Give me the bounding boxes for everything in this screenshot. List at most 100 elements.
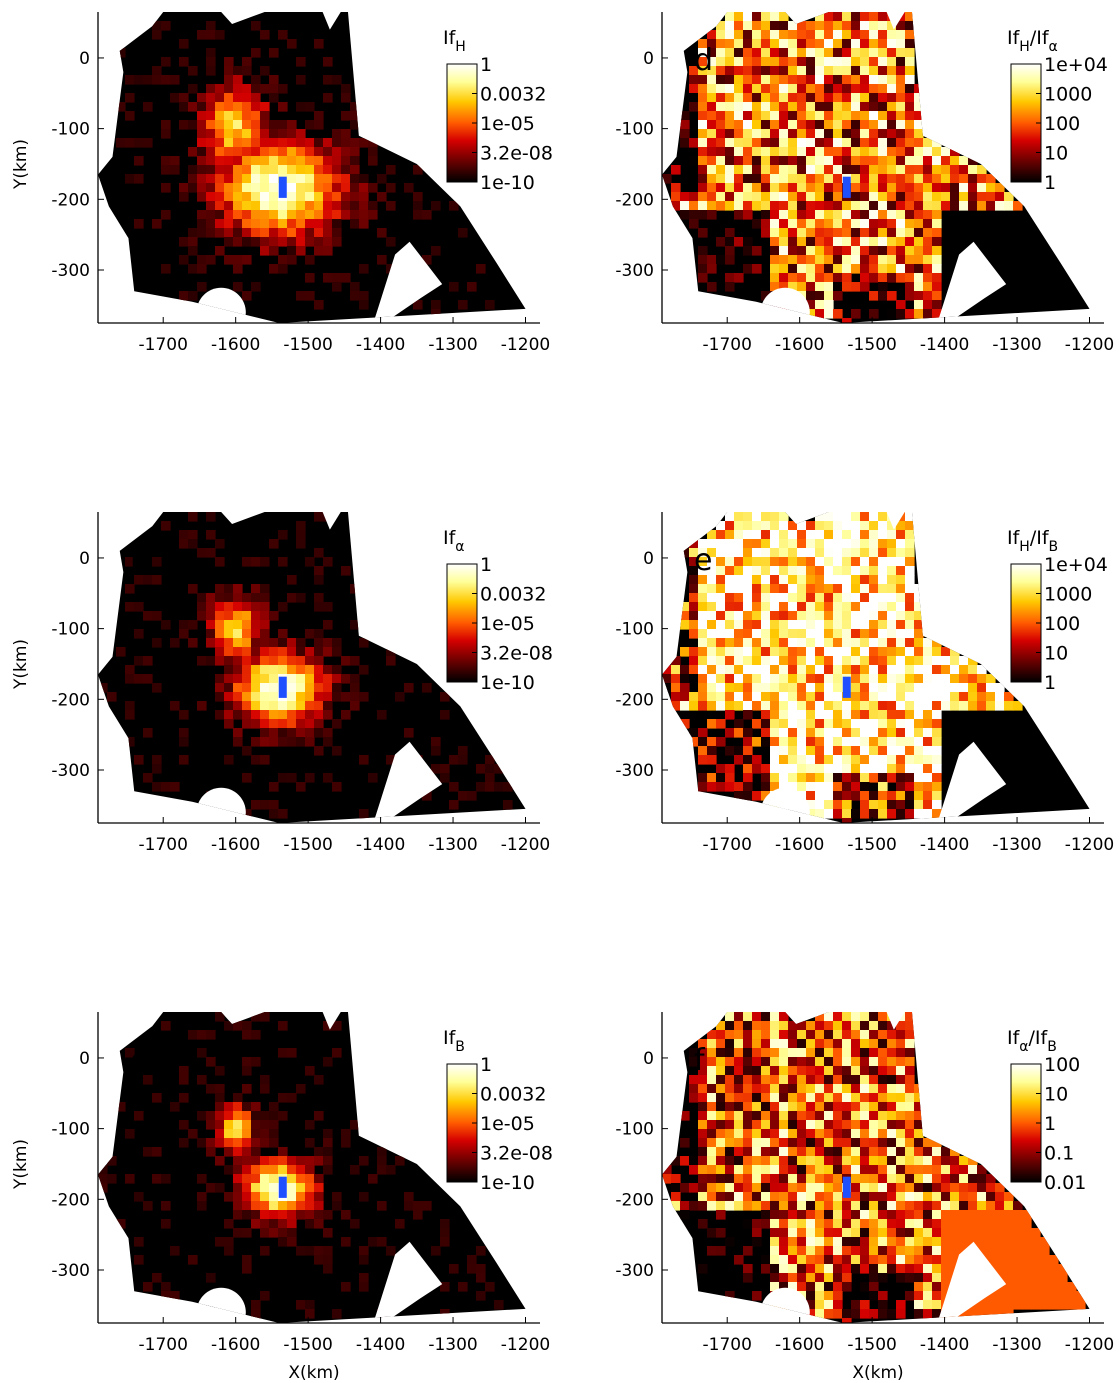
heatmap-cell <box>932 710 942 720</box>
heatmap-cell <box>305 192 315 202</box>
heatmap-cell <box>941 1165 951 1175</box>
heatmap-cell <box>761 629 771 639</box>
heatmap-cell <box>404 1192 414 1202</box>
heatmap-cell <box>860 120 870 130</box>
heatmap-cell <box>752 1165 762 1175</box>
heatmap-cell <box>806 1048 816 1058</box>
heatmap-cell <box>932 782 942 792</box>
heatmap-cell <box>851 521 861 531</box>
heatmap-cell <box>914 656 924 666</box>
heatmap-cell <box>833 1147 843 1157</box>
heatmap-cell <box>833 1021 843 1031</box>
heatmap-cell <box>851 656 861 666</box>
heatmap-cell <box>815 1138 825 1148</box>
heatmap-cell <box>1013 1219 1023 1229</box>
heatmap-cell <box>143 575 153 585</box>
heatmap-cell <box>197 264 207 274</box>
heatmap-cell <box>224 1147 234 1157</box>
heatmap-cell <box>941 647 951 657</box>
heatmap-cell <box>170 156 180 166</box>
heatmap-cell <box>287 1219 297 1229</box>
heatmap-cell <box>779 1012 789 1022</box>
heatmap-cell <box>296 782 306 792</box>
heatmap-cell <box>752 1030 762 1040</box>
heatmap-cell <box>869 255 879 265</box>
heatmap-cell <box>707 129 717 139</box>
heatmap-cell <box>941 1201 951 1211</box>
heatmap-cell <box>716 521 726 531</box>
heatmap-cell <box>932 1246 942 1256</box>
heatmap-cell <box>1004 1246 1014 1256</box>
heatmap-cell <box>224 1138 234 1148</box>
heatmap-cell <box>179 93 189 103</box>
heatmap-cell <box>260 165 270 175</box>
heatmap-cell <box>851 48 861 58</box>
heatmap-cell <box>824 291 834 301</box>
heatmap-cell <box>860 165 870 175</box>
heatmap-cell <box>941 1291 951 1301</box>
heatmap-cell <box>716 129 726 139</box>
heatmap-cell <box>698 1219 708 1229</box>
heatmap-cell <box>752 593 762 603</box>
heatmap-cell <box>923 1300 933 1310</box>
heatmap-cell <box>788 219 798 229</box>
heatmap-cell <box>251 48 261 58</box>
heatmap-cell <box>698 57 708 67</box>
heatmap-cell <box>698 1201 708 1211</box>
heatmap-cell <box>215 174 225 184</box>
heatmap-cell <box>761 593 771 603</box>
colorbar-tick-label: 1e+04 <box>1044 554 1108 576</box>
heatmap-cell <box>797 710 807 720</box>
heatmap-cell <box>1058 1273 1068 1283</box>
heatmap-cell <box>752 93 762 103</box>
heatmap-cell <box>224 593 234 603</box>
heatmap-cell <box>761 683 771 693</box>
heatmap-cell <box>707 602 717 612</box>
heatmap-cell <box>815 665 825 675</box>
heatmap-cell <box>359 174 369 184</box>
heatmap-cell <box>788 602 798 612</box>
heatmap-cell <box>134 575 144 585</box>
heatmap-cell <box>233 710 243 720</box>
heatmap-cell <box>269 800 279 810</box>
heatmap-cell <box>359 210 369 220</box>
heatmap-cell <box>395 692 405 702</box>
heatmap-cell <box>707 1084 717 1094</box>
heatmap-cell <box>350 219 360 229</box>
heatmap-cell <box>896 647 906 657</box>
heatmap-cell <box>251 557 261 567</box>
heatmap-cell <box>206 530 216 540</box>
heatmap-cell <box>287 1093 297 1103</box>
heatmap-cell <box>833 1237 843 1247</box>
heatmap-cell <box>842 1102 852 1112</box>
heatmap-cell <box>860 1228 870 1238</box>
heatmap-cell <box>842 1093 852 1103</box>
heatmap-cell <box>950 174 960 184</box>
heatmap-cell <box>707 1102 717 1112</box>
heatmap-cell <box>743 75 753 85</box>
heatmap-cell <box>287 156 297 166</box>
heatmap-cell <box>215 1138 225 1148</box>
heatmap-cell <box>341 1210 351 1220</box>
heatmap-cell <box>779 1129 789 1139</box>
heatmap-cell <box>851 719 861 729</box>
heatmap-cell <box>485 1282 495 1292</box>
heatmap-cell <box>233 665 243 675</box>
heatmap-cell <box>842 264 852 274</box>
heatmap-cell <box>386 647 396 657</box>
heatmap-cell <box>770 1057 780 1067</box>
heatmap-cell <box>458 228 468 238</box>
heatmap-cell <box>905 1084 915 1094</box>
heatmap-cell <box>305 665 315 675</box>
heatmap-cell <box>752 129 762 139</box>
heatmap-cell <box>179 102 189 112</box>
heatmap-cell <box>341 174 351 184</box>
heatmap-cell <box>833 1048 843 1058</box>
heatmap-cell <box>224 647 234 657</box>
heatmap-cell <box>734 566 744 576</box>
heatmap-cell <box>851 1201 861 1211</box>
heatmap-cell <box>860 593 870 603</box>
heatmap-cell <box>368 1174 378 1184</box>
heatmap-cell <box>806 300 816 310</box>
heatmap-cell <box>242 1192 252 1202</box>
